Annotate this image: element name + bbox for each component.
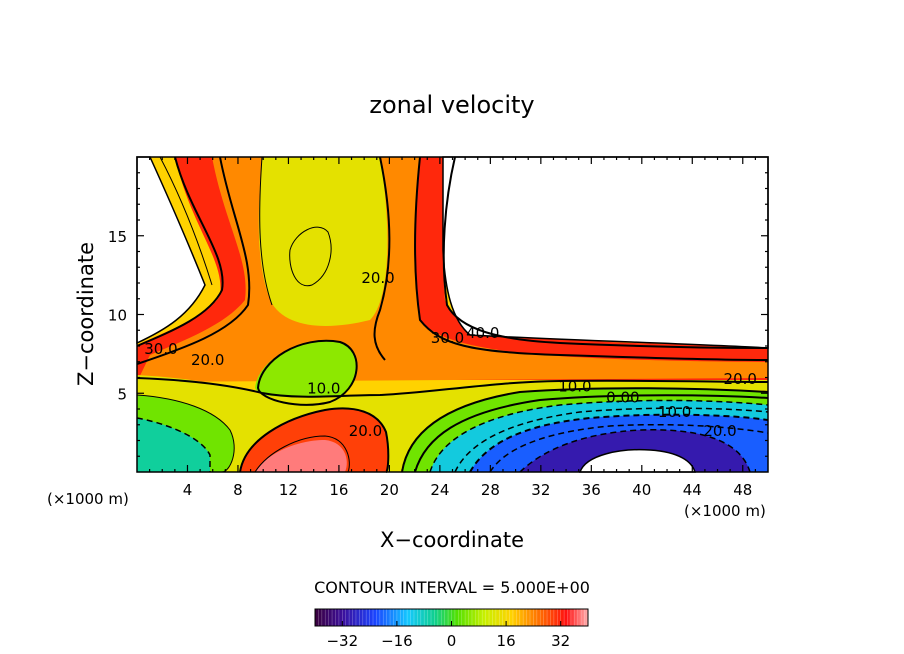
colorbar-tick-label: 0 bbox=[447, 632, 457, 650]
colorbar-stripes bbox=[318, 609, 585, 626]
contour-30-left bbox=[136, 156, 224, 347]
colorbar-gradient bbox=[315, 609, 588, 626]
contour-15-upper bbox=[289, 226, 332, 287]
x-tick-label: 16 bbox=[329, 481, 348, 499]
contour-40-right bbox=[442, 156, 769, 349]
x-tick-label: 4 bbox=[183, 481, 193, 499]
contour-neg25-right bbox=[489, 423, 769, 473]
x-tick-label: 44 bbox=[683, 481, 702, 499]
mid-core bbox=[258, 157, 388, 326]
masked-lower-right bbox=[578, 448, 697, 473]
masked-upper-left bbox=[136, 156, 206, 345]
x-unit-left: (×1000 m) bbox=[47, 490, 129, 508]
contour-10-core bbox=[256, 339, 358, 406]
contour-5-left bbox=[136, 394, 235, 473]
weak-wind-core bbox=[255, 340, 357, 405]
contour-neg20-right bbox=[469, 413, 769, 473]
y-axis-label: Z−coordinate bbox=[74, 242, 98, 386]
y-tick-label: 15 bbox=[108, 228, 127, 246]
contour-neg30-right bbox=[519, 429, 751, 473]
colorbar-tick-label: 16 bbox=[497, 632, 516, 650]
x-tick-label: 36 bbox=[582, 481, 601, 499]
x-tick-label: 12 bbox=[279, 481, 298, 499]
colorbar-tick-label: −32 bbox=[326, 632, 358, 650]
contour-0-right bbox=[414, 394, 769, 473]
x-tick-label: 20 bbox=[380, 481, 399, 499]
contour-30-surface bbox=[254, 435, 350, 473]
contour-label: 20.0 bbox=[703, 422, 736, 440]
contour-label: 0.00 bbox=[606, 389, 639, 407]
contour-label: 10.0 bbox=[558, 378, 591, 396]
contour-label: 10.0 bbox=[658, 403, 691, 421]
x-tick-label: 28 bbox=[481, 481, 500, 499]
x-tick-label: 24 bbox=[430, 481, 449, 499]
contour-20-low bbox=[136, 377, 769, 398]
contour-20-mid bbox=[373, 156, 391, 361]
chart-title: zonal velocity bbox=[369, 91, 534, 119]
contour-fill bbox=[136, 156, 769, 473]
masked-upper-right bbox=[442, 156, 769, 349]
contour-label: 30.0 bbox=[431, 329, 464, 347]
x-tick-label: 8 bbox=[233, 481, 243, 499]
x-tick-label: 32 bbox=[531, 481, 550, 499]
contour-20-surface bbox=[239, 407, 390, 473]
colorbar: −32 −16 0 16 32 bbox=[314, 608, 589, 650]
contour-label: 30.0 bbox=[144, 340, 177, 358]
left-corner-negative bbox=[137, 418, 210, 472]
x-unit-right: (×1000 m) bbox=[684, 502, 766, 520]
surface-jet-core bbox=[255, 440, 347, 472]
x-tick-label: 40 bbox=[632, 481, 651, 499]
contour-10-right bbox=[401, 387, 769, 473]
contour-20-left bbox=[136, 156, 251, 365]
contour-label: 40.0 bbox=[466, 324, 499, 342]
contour-neg15-right bbox=[454, 407, 769, 473]
contour-label: 20.0 bbox=[724, 370, 757, 388]
x-axis-label: X−coordinate bbox=[380, 528, 524, 552]
contour-15-left bbox=[259, 156, 273, 306]
contour-interval-note: CONTOUR INTERVAL = 5.000E+00 bbox=[314, 578, 590, 597]
colorbar-tick-label: −16 bbox=[381, 632, 413, 650]
x-tick-label: 48 bbox=[733, 481, 752, 499]
contour-label: 20.0 bbox=[349, 422, 382, 440]
contour-lines bbox=[136, 156, 769, 473]
contour-label: 20.0 bbox=[361, 269, 394, 287]
contour-neg-left bbox=[136, 417, 211, 472]
y-tick-label: 5 bbox=[117, 385, 127, 403]
y-tick-label: 10 bbox=[108, 307, 127, 325]
contour-35-left bbox=[159, 156, 213, 286]
colorbar-ticks: −32 −16 0 16 32 bbox=[326, 621, 570, 650]
contour-label: 10.0 bbox=[307, 379, 340, 397]
contour-label: 20.0 bbox=[191, 351, 224, 369]
contour-30-right bbox=[414, 156, 769, 361]
contour-neg10-right bbox=[429, 399, 769, 473]
colorbar-tick-label: 32 bbox=[551, 632, 570, 650]
contour-labels: 30.020.010.020.040.030.020.010.0 20.00.00… bbox=[144, 269, 757, 440]
